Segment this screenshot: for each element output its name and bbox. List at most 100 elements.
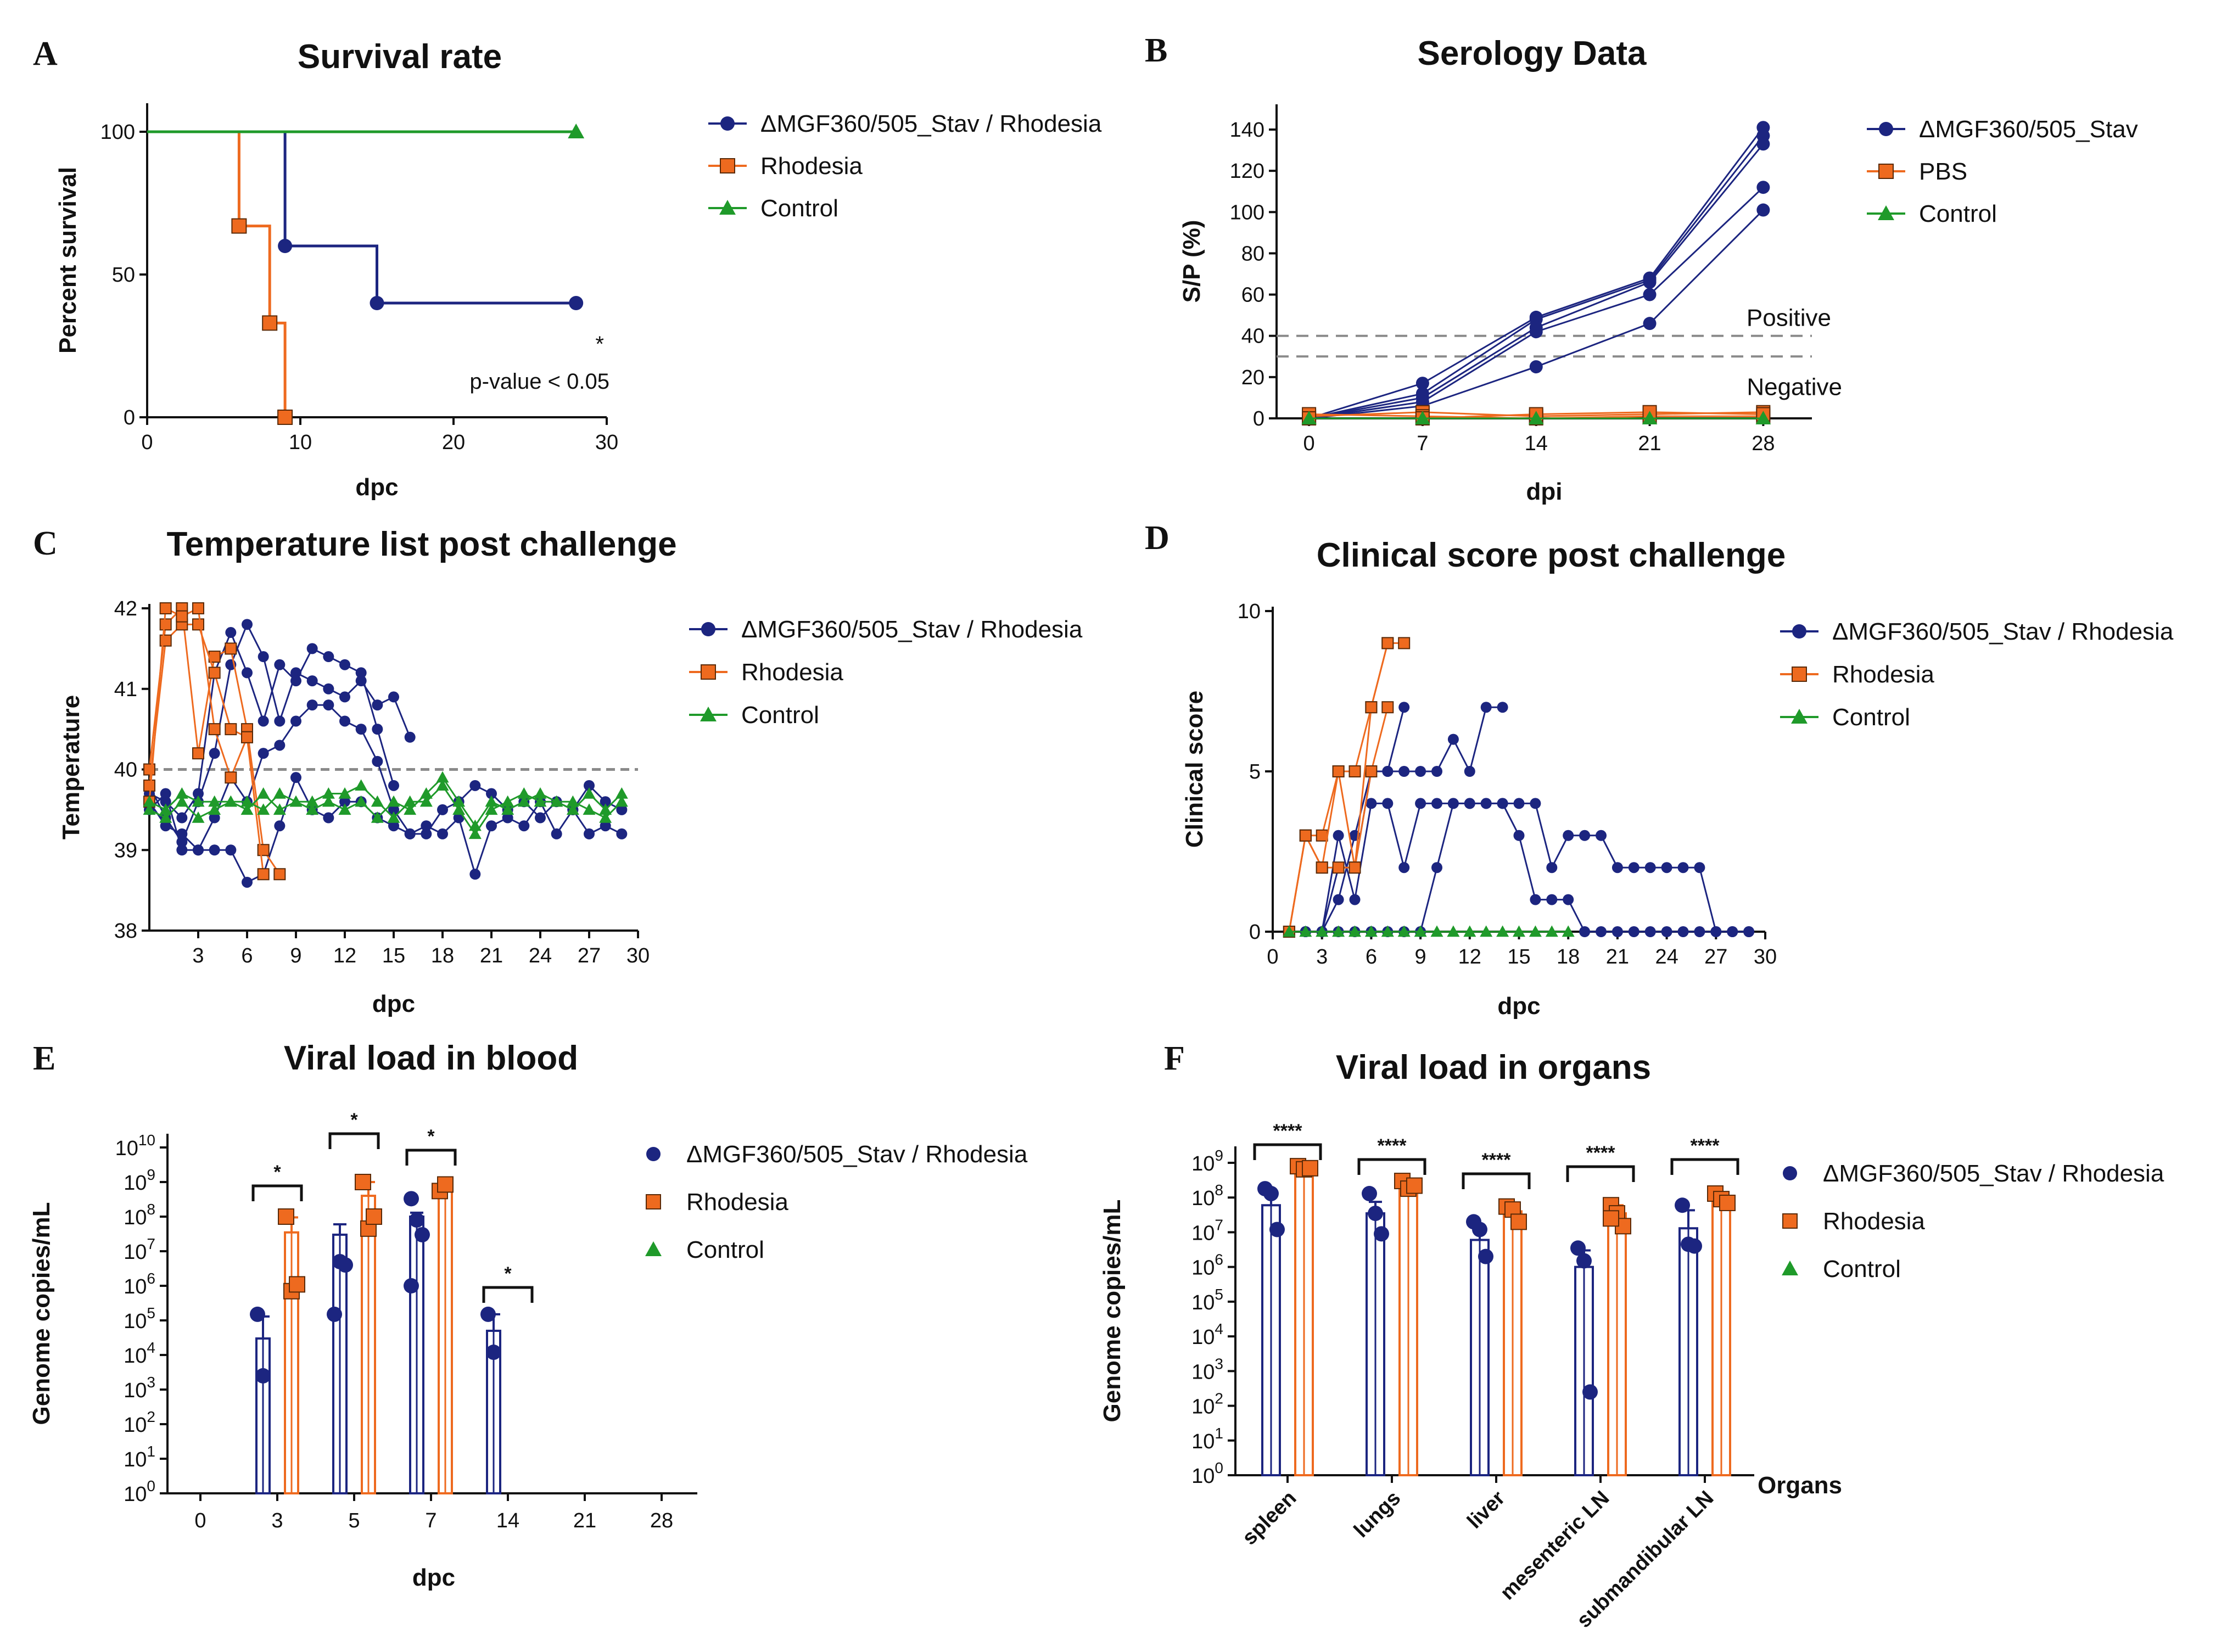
clinical-marker (1430, 925, 1443, 937)
clinical-marker (1348, 925, 1361, 937)
data-point (250, 1306, 265, 1322)
temperature-marker (583, 803, 596, 815)
bracket-line (328, 1132, 380, 1149)
temperature-marker (240, 803, 254, 815)
panel-f: F Viral load in organs1001011021031041051… (1099, 1040, 2164, 1632)
bar-group (486, 1313, 501, 1494)
panel-letter: F (1164, 1040, 1185, 1077)
temperature-marker (355, 795, 368, 807)
clinical-marker (1496, 925, 1509, 937)
y-tick-base: 10 (124, 1345, 147, 1368)
legend-label: Rhodesia (1832, 661, 1934, 688)
temperature-marker (550, 795, 563, 807)
y-tick-exponent: 2 (1215, 1390, 1223, 1407)
clinical-marker (1644, 926, 1656, 937)
legend-label: Control (686, 1236, 764, 1263)
y-axis-label: S/P (%) (1178, 220, 1205, 303)
temperature-marker (273, 868, 286, 881)
temperature-marker (486, 820, 497, 832)
data-point (404, 1278, 419, 1293)
y-tick-label: 140 (1230, 119, 1264, 142)
temperature-marker (192, 795, 205, 807)
y-tick-label: 103 (1191, 1355, 1223, 1384)
temperature-marker (469, 869, 481, 880)
chart-title: Viral load in blood (284, 1039, 578, 1077)
legend-marker (1782, 1261, 1798, 1275)
bar-group (1607, 1204, 1627, 1477)
x-tick-label: 9 (1415, 945, 1426, 968)
clinical-marker (1644, 862, 1656, 873)
chart-title: Serology Data (1418, 35, 1647, 72)
x-axis-label: dpc (412, 1564, 455, 1591)
clinical-marker (1612, 862, 1623, 873)
y-tick-label: 1010 (115, 1132, 155, 1160)
serology-marker (1643, 276, 1657, 289)
y-tick-label: 104 (124, 1339, 155, 1368)
significance-bracket: **** (1566, 1143, 1635, 1182)
temperature-marker (208, 795, 221, 807)
clinical-series (1283, 702, 1755, 937)
clinical-marker (1529, 925, 1542, 937)
survival-marker (370, 296, 384, 310)
x-tick-label: 15 (382, 944, 405, 967)
clinical-marker (1694, 926, 1705, 937)
clinical-marker (1628, 862, 1640, 873)
legend-marker (1791, 709, 1808, 724)
clinical-marker (1364, 925, 1378, 937)
serology-marker (1755, 411, 1771, 425)
y-tick-label: 106 (124, 1270, 155, 1298)
temperature-marker (534, 795, 547, 807)
y-tick-label: 80 (1241, 242, 1264, 265)
significance-label: * (350, 1110, 358, 1130)
y-tick-exponent: 9 (1215, 1147, 1223, 1164)
x-tick-label: 6 (241, 944, 253, 967)
x-tick-label: 0 (141, 431, 153, 454)
significance-label: **** (1691, 1135, 1720, 1156)
clinical-marker (1579, 830, 1591, 841)
y-tick-label: 5 (1249, 760, 1261, 783)
y-tick-exponent: 5 (147, 1304, 155, 1321)
y-tick-exponent: 4 (147, 1339, 155, 1356)
y-tick-label: 102 (1191, 1390, 1223, 1419)
temperature-marker (436, 771, 449, 783)
chart-title: Clinical score post challenge (1317, 536, 1786, 574)
clinical-marker (1332, 861, 1345, 874)
temperature-marker (306, 803, 319, 815)
bar-group (1398, 1180, 1418, 1476)
temperature-marker (388, 780, 399, 791)
data-point (327, 1306, 342, 1322)
legend-marker (701, 622, 715, 636)
temperature-marker (339, 796, 350, 808)
temperature-marker (225, 642, 237, 655)
legend-label: Rhodesia (760, 153, 863, 180)
data-point (1263, 1186, 1279, 1202)
chart-title: Temperature list post challenge (166, 525, 676, 563)
temperature-marker (502, 812, 513, 824)
clinical-marker (1348, 765, 1361, 777)
temperature-marker (387, 795, 400, 807)
x-tick-label: 27 (1704, 945, 1727, 968)
temperature-marker (485, 795, 498, 807)
temperature-line (148, 606, 281, 875)
clinical-marker (1464, 798, 1475, 809)
legend-label: Rhodesia (686, 1189, 788, 1216)
clinical-marker (1431, 766, 1442, 777)
temperature-marker (338, 803, 351, 815)
data-point (1510, 1213, 1527, 1230)
clinical-marker (1513, 830, 1525, 841)
clinical-marker (1398, 862, 1410, 873)
y-tick-base: 10 (1191, 1222, 1215, 1245)
y-tick-label: 105 (1191, 1286, 1223, 1314)
clinical-marker (1382, 798, 1394, 809)
data-point (1362, 1186, 1377, 1202)
y-tick-label: 100 (1230, 201, 1264, 224)
x-tick-label: 0 (1267, 945, 1278, 968)
x-tick-label: 10 (289, 431, 312, 454)
clinical-marker (1431, 798, 1442, 809)
bracket-line (405, 1149, 457, 1166)
temperature-marker (258, 748, 269, 759)
bar-group (1678, 1209, 1698, 1477)
legend-label: ΔMGF360/505_Stav (1919, 116, 2138, 143)
x-tick-label: 14 (1525, 432, 1548, 455)
temperature-marker (209, 748, 220, 759)
